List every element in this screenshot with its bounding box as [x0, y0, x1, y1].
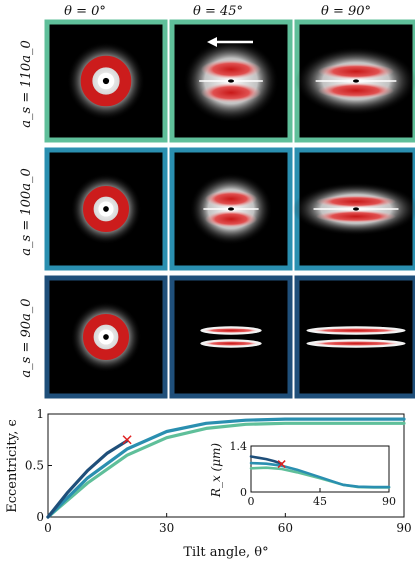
panel-frame	[44, 275, 168, 399]
tilt-arrow-icon	[207, 37, 217, 47]
density-lobe-lower	[315, 210, 397, 223]
series-line-1	[46, 417, 406, 519]
row-label-1: a_s = 100a_0	[19, 168, 34, 255]
density-lobe-upper	[204, 190, 258, 208]
x-tick-label: 30	[159, 521, 174, 535]
radius-inset-chart: 0 45 90 0 1.4 R_x (μm)	[209, 440, 396, 508]
density-panel	[44, 19, 168, 143]
vortex-core	[228, 207, 234, 211]
density-band-upper	[311, 328, 401, 333]
y-tick-label: 1.4	[230, 440, 248, 453]
cross-marker	[122, 435, 132, 445]
density-lobe-lower	[204, 210, 258, 228]
density-ring	[82, 185, 130, 233]
vortex-core	[228, 79, 234, 83]
density-lobe-upper	[200, 59, 262, 80]
x-tick-label: 0	[44, 521, 52, 535]
inset-axis-ticks: 0 45 90 0 1.4	[230, 440, 397, 508]
y-tick-label: 0.5	[25, 459, 44, 473]
vortex-core	[102, 77, 110, 85]
density-panel	[294, 275, 415, 399]
density-ring	[82, 313, 130, 361]
y-tick-label: 0	[240, 486, 247, 499]
y-tick-label: 1	[36, 407, 44, 421]
series-line-2	[249, 455, 283, 465]
vortex-core	[353, 79, 359, 83]
density-panel	[169, 275, 293, 399]
vortex-core	[103, 206, 109, 212]
row-label-2: a_s = 90a_0	[19, 298, 34, 377]
series-line-2	[46, 439, 129, 519]
main-ylabel: Eccentricity, ϵ	[5, 419, 20, 513]
density-band-lower	[203, 341, 259, 346]
panel-frame	[44, 19, 168, 143]
density-panel	[169, 147, 293, 271]
column-label-1: θ = 45°	[193, 4, 243, 19]
x-tick-label: 90	[382, 495, 396, 508]
series-line-0	[46, 421, 406, 519]
density-lobe-lower	[200, 82, 262, 103]
main-axis-ticks: 0 30 60 90 0 0.5 1	[25, 407, 412, 535]
y-tick-label: 0	[36, 510, 44, 524]
vortex-core	[353, 207, 359, 211]
row-label-0: a_s = 110a_0	[19, 40, 34, 127]
column-headers: θ = 0° θ = 45° θ = 90°	[64, 4, 371, 19]
series-line-1	[249, 461, 391, 489]
density-band-lower	[311, 341, 401, 346]
density-panel	[294, 19, 415, 143]
density-panel	[292, 147, 415, 271]
density-panel	[44, 275, 168, 399]
main-series	[46, 417, 406, 519]
density-lobe-upper	[315, 195, 397, 208]
main-xlabel: Tilt angle, θ°	[183, 545, 268, 560]
density-panel	[169, 19, 293, 143]
x-tick-label: 60	[278, 521, 293, 535]
panel-frame	[294, 275, 415, 399]
panel-frame	[169, 275, 293, 399]
density-lobe-lower	[317, 82, 395, 99]
x-tick-label: 45	[313, 495, 327, 508]
column-label-2: θ = 90°	[321, 4, 371, 19]
vortex-core	[103, 334, 109, 340]
density-band-upper	[203, 328, 259, 333]
x-tick-label: 0	[248, 495, 255, 508]
cross-marker	[277, 460, 286, 469]
row-labels: a_s = 110a_0 a_s = 100a_0 a_s = 90a_0	[19, 40, 34, 377]
density-lobe-upper	[317, 63, 395, 80]
density-panel	[44, 147, 168, 271]
x-tick-label: 90	[396, 521, 411, 535]
density-panel-grid	[44, 19, 415, 399]
column-label-0: θ = 0°	[64, 4, 106, 19]
inset-series	[249, 455, 391, 489]
inset-ylabel: R_x (μm)	[209, 443, 223, 498]
density-ring	[80, 55, 132, 107]
